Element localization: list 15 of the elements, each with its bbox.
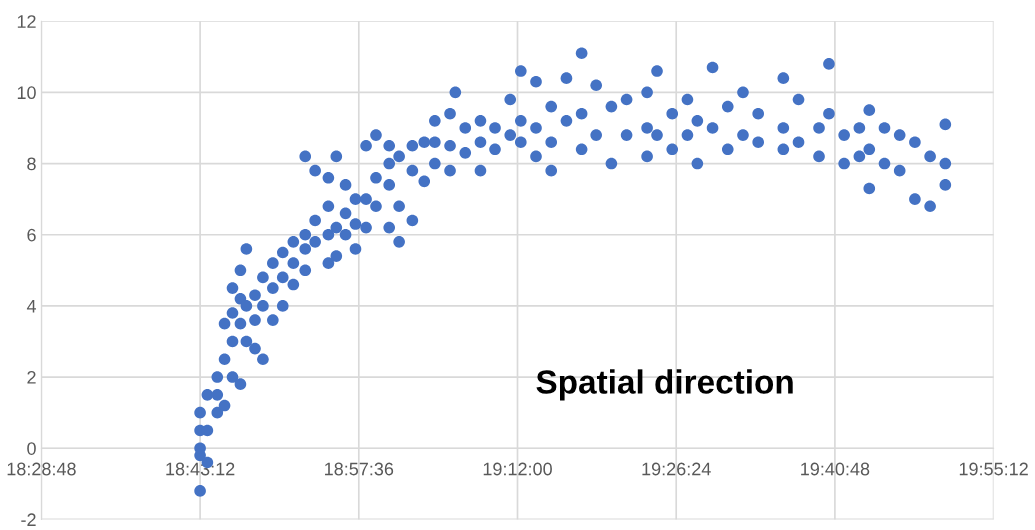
y-tick-label: 0 xyxy=(27,442,36,455)
x-tick-label: 19:55:12 xyxy=(959,462,1028,476)
y-tick-label: 10 xyxy=(17,86,36,100)
y-tick-label: 8 xyxy=(27,157,36,171)
x-tick-label: 19:40:48 xyxy=(801,462,870,476)
y-tick-label: 12 xyxy=(17,15,36,28)
x-tick-label: 19:12:00 xyxy=(483,462,552,476)
x-tick-label: 18:57:36 xyxy=(325,462,394,476)
annotation: Spatial direction xyxy=(536,369,793,401)
x-tick-label: 18:28:48 xyxy=(7,462,76,476)
y-tick-label: 6 xyxy=(27,228,36,242)
y-tick-label: -2 xyxy=(21,513,36,526)
y-tick-label: 2 xyxy=(27,370,36,384)
y-tick-label: 4 xyxy=(26,300,37,313)
x-tick-label: 19:26:24 xyxy=(642,462,711,476)
